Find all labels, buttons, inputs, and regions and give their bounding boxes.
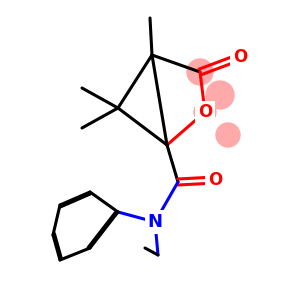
Circle shape bbox=[194, 101, 216, 123]
Text: O: O bbox=[198, 103, 212, 121]
Circle shape bbox=[187, 59, 213, 85]
Circle shape bbox=[206, 81, 234, 109]
Circle shape bbox=[216, 123, 240, 147]
Text: O: O bbox=[208, 171, 222, 189]
Text: O: O bbox=[233, 48, 247, 66]
Text: N: N bbox=[148, 213, 163, 231]
